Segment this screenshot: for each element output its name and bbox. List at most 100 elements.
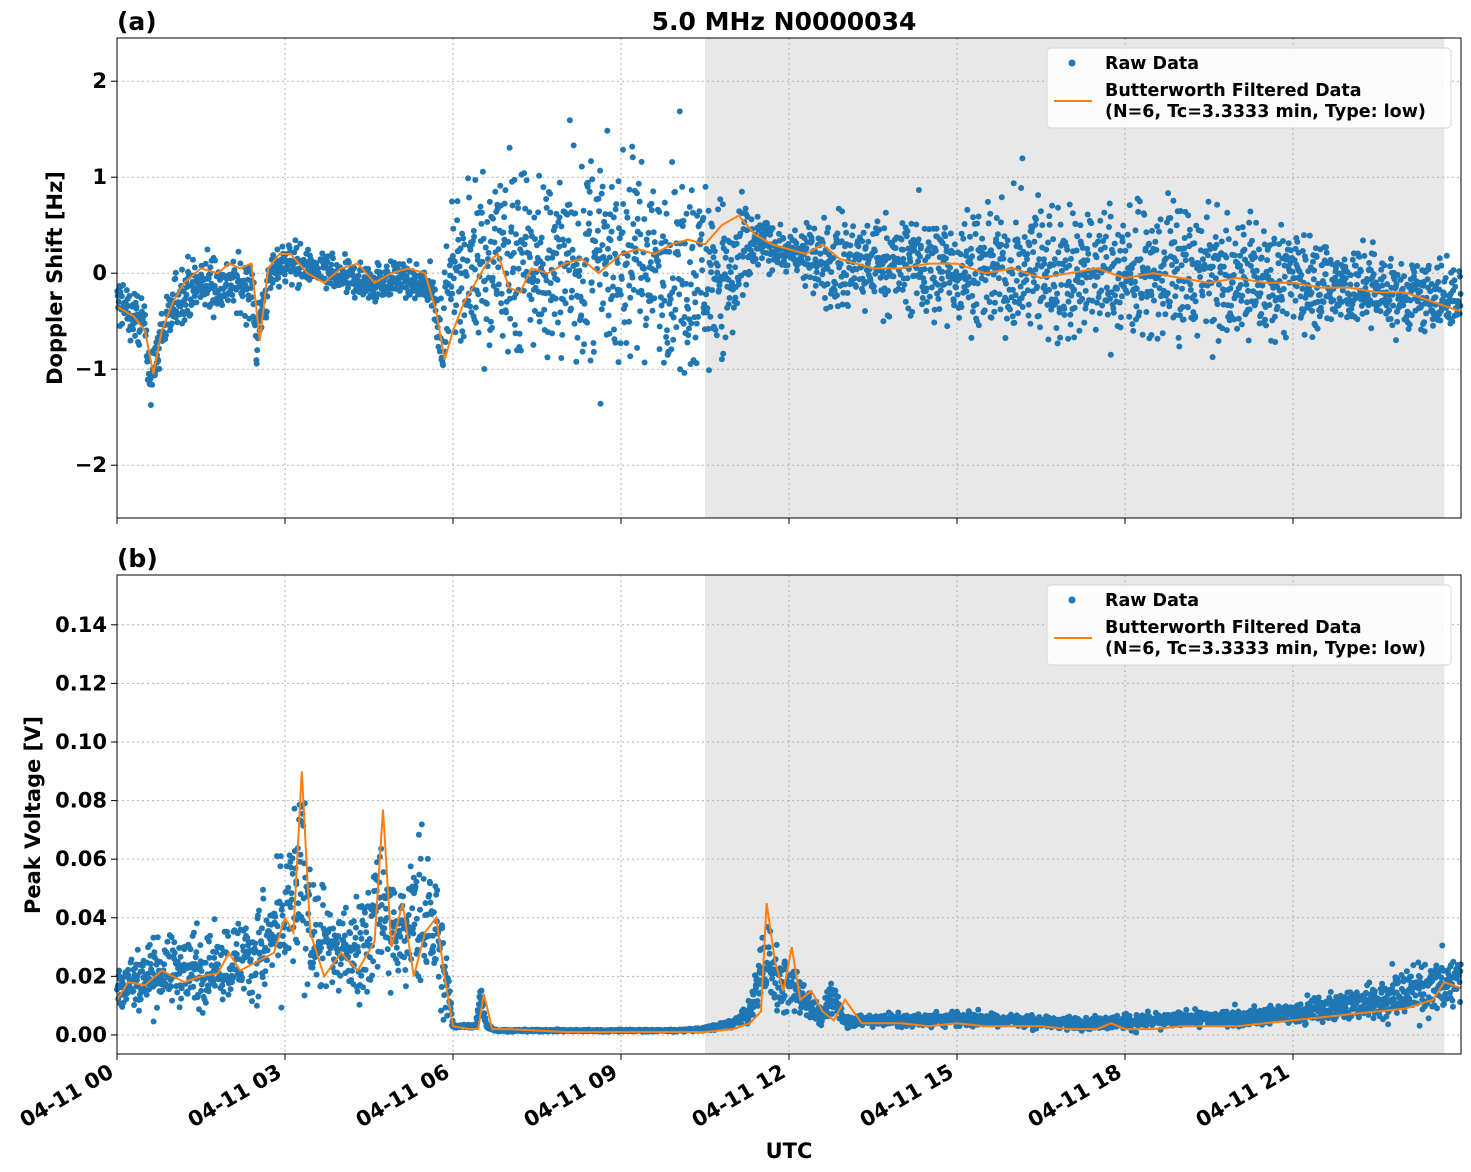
raw-data-point — [254, 347, 261, 354]
raw-data-point — [923, 308, 930, 314]
raw-data-point — [191, 264, 198, 271]
raw-data-point — [472, 177, 479, 183]
raw-data-point — [272, 913, 279, 920]
raw-data-point — [1252, 299, 1259, 306]
raw-data-point — [1153, 247, 1160, 253]
raw-data-point — [1024, 251, 1031, 257]
raw-data-point — [530, 274, 537, 281]
raw-data-point — [313, 971, 320, 978]
raw-data-point — [845, 303, 851, 309]
raw-data-point — [1243, 281, 1250, 288]
raw-data-point — [1154, 335, 1161, 342]
raw-data-point — [634, 215, 641, 222]
raw-data-point — [456, 263, 463, 270]
raw-data-point — [780, 235, 787, 242]
raw-data-point — [1094, 299, 1100, 306]
raw-data-point — [1141, 211, 1148, 218]
raw-data-point — [681, 314, 688, 320]
raw-data-point — [1091, 282, 1098, 289]
raw-data-point — [1106, 200, 1113, 207]
raw-data-point — [207, 932, 213, 939]
raw-data-point — [1049, 202, 1056, 209]
raw-data-point — [329, 979, 336, 986]
raw-data-point — [1363, 309, 1370, 316]
raw-data-point — [527, 316, 534, 323]
raw-data-point — [1121, 256, 1128, 263]
raw-data-point — [672, 306, 679, 313]
raw-data-point — [1203, 214, 1210, 221]
raw-data-point — [523, 177, 530, 184]
raw-data-point — [652, 246, 659, 253]
raw-data-point — [132, 332, 138, 339]
raw-data-point — [605, 245, 611, 252]
raw-data-point — [1238, 268, 1245, 275]
raw-data-point — [972, 270, 979, 277]
raw-data-point — [1308, 289, 1315, 296]
raw-data-point — [1272, 339, 1279, 345]
raw-data-point — [1386, 297, 1393, 304]
raw-data-point — [381, 925, 388, 932]
raw-data-point — [432, 956, 439, 963]
raw-data-point — [267, 285, 274, 291]
raw-data-point — [576, 273, 582, 279]
raw-data-point — [275, 952, 282, 959]
raw-data-point — [555, 219, 562, 226]
raw-data-point — [648, 207, 655, 214]
raw-data-point — [182, 301, 189, 308]
raw-data-point — [711, 248, 718, 255]
raw-data-point — [511, 176, 518, 183]
raw-data-point — [470, 227, 477, 234]
raw-data-point — [835, 993, 841, 1000]
raw-data-point — [568, 294, 575, 301]
raw-data-point — [141, 303, 148, 310]
raw-data-point — [1262, 316, 1268, 323]
raw-data-point — [1186, 232, 1193, 239]
raw-data-point — [161, 961, 168, 968]
raw-data-point — [440, 305, 447, 312]
raw-data-point — [235, 248, 242, 255]
raw-data-point — [1157, 216, 1164, 223]
raw-data-point — [1130, 327, 1137, 334]
raw-data-point — [413, 878, 420, 885]
raw-data-point — [723, 248, 730, 255]
raw-data-point — [1240, 231, 1247, 238]
raw-data-point — [153, 339, 160, 346]
raw-data-point — [1421, 328, 1428, 335]
raw-data-point — [1282, 334, 1289, 341]
raw-data-point — [921, 266, 928, 273]
raw-data-point — [531, 307, 538, 314]
raw-data-point — [626, 318, 632, 325]
raw-data-point — [677, 366, 684, 373]
raw-data-point — [1306, 232, 1313, 239]
raw-data-point — [1025, 312, 1032, 319]
raw-data-point — [939, 268, 946, 275]
raw-data-point — [612, 250, 619, 257]
raw-data-point — [358, 972, 365, 979]
raw-data-point — [602, 271, 609, 278]
raw-data-point — [755, 261, 761, 268]
raw-data-point — [457, 245, 464, 252]
raw-data-point — [1173, 222, 1180, 229]
raw-data-point — [296, 281, 303, 288]
raw-data-point — [1164, 290, 1171, 297]
raw-data-point — [1246, 219, 1253, 226]
raw-data-point — [259, 974, 266, 981]
raw-data-point — [130, 326, 137, 333]
raw-data-point — [926, 293, 933, 300]
raw-data-point — [469, 238, 476, 245]
raw-data-point — [310, 959, 317, 966]
raw-data-point — [240, 985, 247, 992]
panel-a-y-axis-label: Doppler Shift [Hz] — [43, 171, 67, 385]
raw-data-point — [461, 312, 468, 319]
raw-data-point — [615, 359, 622, 366]
raw-data-point — [1136, 198, 1143, 205]
raw-data-point — [722, 334, 729, 341]
panel-a-x-ticks — [116, 518, 1294, 524]
raw-data-point — [492, 188, 499, 195]
raw-data-point — [239, 974, 245, 981]
raw-data-point — [454, 198, 461, 205]
raw-data-point — [320, 902, 326, 908]
raw-data-point — [1223, 227, 1230, 234]
raw-data-point — [556, 214, 563, 221]
raw-data-point — [947, 230, 954, 237]
